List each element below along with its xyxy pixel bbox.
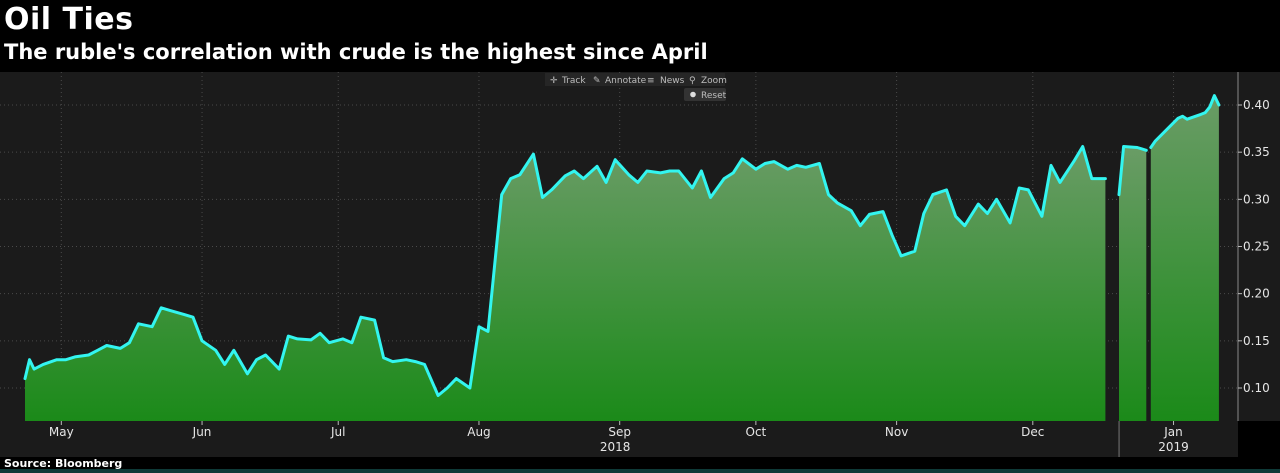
track-icon: ✛ [550,76,558,86]
y-axis-ticks: 0.10 0.15 0.20 0.25 0.30 0.35 0.40 [1238,98,1270,395]
right-axis-band [1238,72,1280,421]
x-tick-label: Sep [608,425,631,439]
y-tick-label: 0.40 [1243,98,1270,112]
y-tick-label: 0.25 [1243,240,1270,254]
zoom-button[interactable]: ⚲ Zoom [689,76,727,86]
annotate-icon: ✎ [593,76,601,86]
source-note: Source: Bloomberg [4,457,123,470]
series-line-segment [23,145,1107,397]
x-tick-label: Nov [885,425,908,439]
bottom-rule [0,469,1280,473]
series-lines [23,94,1221,397]
area-segment [1150,95,1219,421]
y-tick-label: 0.20 [1243,287,1270,301]
x-axis-ticks: May Jun Jul Aug Sep Oct Nov Dec Jan [49,421,1183,439]
year-labels: 2018 2019 [600,440,1189,454]
news-button[interactable]: ≡ News [647,76,685,86]
x-tick-label: Dec [1021,425,1044,439]
reset-icon [690,91,696,98]
x-tick-label: Jan [1163,425,1183,439]
x-tick-label: May [49,425,74,439]
chart-toolbar: ✛ Track ✎ Annotate ≡ News ⚲ Zoom Reset [545,73,727,101]
news-icon: ≡ [647,76,655,86]
zoom-label: Zoom [701,76,727,86]
chart-title: Oil Ties [4,2,134,37]
annotate-label: Annotate [605,76,647,86]
x-tick-label: Aug [467,425,490,439]
annotate-button[interactable]: ✎ Annotate [593,76,647,86]
y-tick-label: 0.30 [1243,192,1270,206]
year-label: 2019 [1158,440,1189,454]
track-button[interactable]: ✛ Track [550,76,586,86]
x-tick-label: Oct [746,425,767,439]
series-line-segment [1149,94,1221,149]
x-tick-label: Jun [192,425,212,439]
track-label: Track [561,76,586,86]
reset-button[interactable]: Reset [684,88,727,101]
zoom-icon: ⚲ [689,76,696,86]
area-segment [25,146,1106,421]
year-label: 2018 [600,440,631,454]
y-tick-label: 0.10 [1243,381,1270,395]
x-axis-band [0,421,1238,457]
reset-label: Reset [701,91,727,101]
area-segment [1119,146,1147,421]
series-line-segment [1117,145,1148,197]
y-tick-label: 0.35 [1243,145,1270,159]
area-fills [25,95,1219,421]
x-tick-label: Jul [330,425,345,439]
chart-subtitle: The ruble's correlation with crude is th… [4,40,708,64]
y-tick-label: 0.15 [1243,334,1270,348]
news-label: News [660,76,685,86]
